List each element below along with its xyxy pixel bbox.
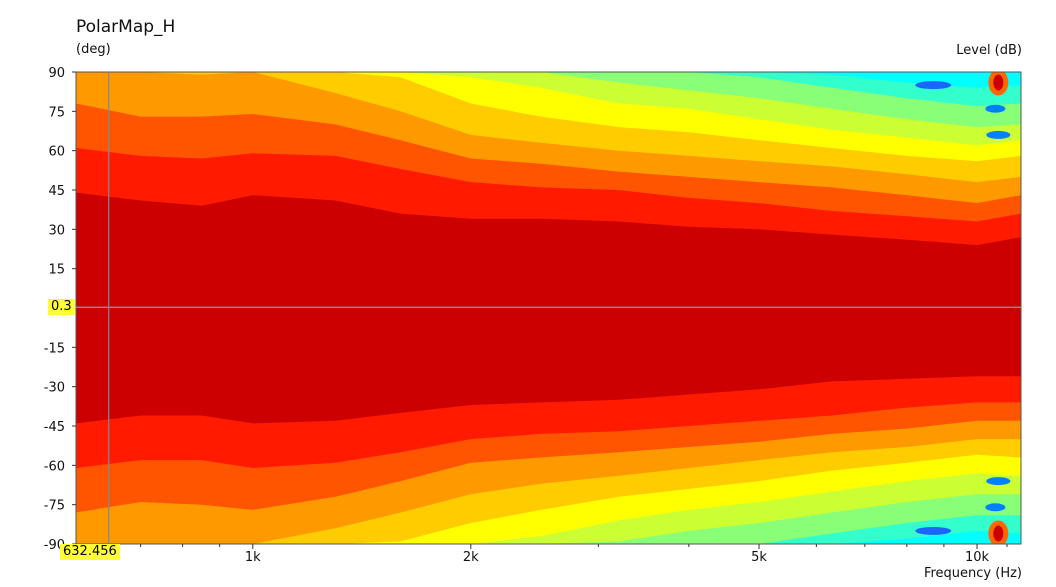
contour-band-pos-9 xyxy=(76,72,1021,88)
contour-band-neg-9 xyxy=(76,530,1021,544)
y-tick-label: 30 xyxy=(48,223,65,238)
lobe-spot-6 xyxy=(986,130,1011,139)
lobe-spot-7 xyxy=(986,477,1011,486)
x-tick-label: 5k xyxy=(751,550,767,565)
y-tick-label: 60 xyxy=(48,145,65,160)
y-tick-label: -30 xyxy=(44,381,65,396)
level-label: Level (dB) xyxy=(956,43,1022,58)
y-tick-label: -90 xyxy=(44,538,65,553)
lobe-spot-1 xyxy=(993,74,1004,91)
lobe-spot-3 xyxy=(993,525,1004,542)
x-tick-label: 10k xyxy=(965,550,990,565)
y-tick-label: 90 xyxy=(48,66,65,81)
y-tick-label: -45 xyxy=(44,420,65,435)
lobe-spot-9 xyxy=(985,503,1006,512)
chart-title: PolarMap_H xyxy=(76,17,176,37)
x-tick-label: 2k xyxy=(463,550,479,565)
lobe-spot-8 xyxy=(985,104,1006,113)
x-axis-label: Frequency (Hz) xyxy=(923,566,1022,581)
contour-band-pos-8 xyxy=(76,72,1021,107)
y-tick-label: 45 xyxy=(48,184,65,199)
y-axis-label: (deg) xyxy=(76,42,111,57)
y-tick-label: 15 xyxy=(48,263,65,278)
contour-band-neg-7 xyxy=(76,494,1021,544)
cursor-x-readout: 632.456 xyxy=(60,544,120,560)
lobe-spot-4 xyxy=(915,81,952,90)
contour-band-pos-7 xyxy=(76,72,1021,128)
y-tick-label: -15 xyxy=(44,341,65,356)
plot-frame xyxy=(75,71,1022,545)
y-tick-label: -75 xyxy=(44,499,65,514)
heatmap-layer xyxy=(76,72,1021,544)
x-tick-label: 1k xyxy=(245,550,261,565)
lobe-spot-5 xyxy=(915,526,952,535)
y-tick-label: -60 xyxy=(44,459,65,474)
y-tick-label: 75 xyxy=(48,105,65,120)
cursor-y-readout: 0.3 xyxy=(48,299,75,315)
